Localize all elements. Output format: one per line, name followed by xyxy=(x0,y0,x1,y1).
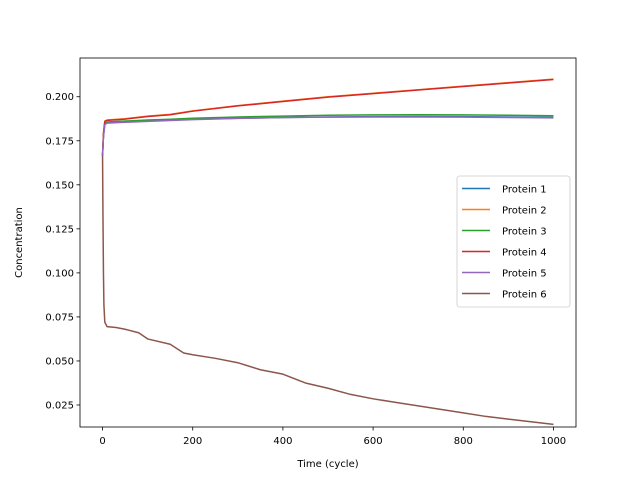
y-tick-label: 0.075 xyxy=(45,312,74,323)
series-lines xyxy=(101,78,554,426)
legend-label: Protein 3 xyxy=(502,227,547,238)
y-tick-label: 0.150 xyxy=(45,180,74,191)
x-axis-ticks: 0 200 400 600 800 1000 xyxy=(99,427,566,447)
x-axis-label: Time (cycle) xyxy=(296,459,358,470)
series-line-protein-5 xyxy=(101,116,554,156)
plot-frame xyxy=(79,57,577,428)
series-line-protein-6 xyxy=(101,155,554,426)
legend-label: Protein 5 xyxy=(502,269,547,280)
x-tick-label: 1000 xyxy=(541,436,566,447)
legend-box xyxy=(456,175,571,308)
series-line-protein-3 xyxy=(101,113,554,156)
x-tick-label: 800 xyxy=(454,436,473,447)
x-tick-label: 600 xyxy=(364,436,383,447)
x-tick-label: 400 xyxy=(273,436,292,447)
y-tick-label: 0.200 xyxy=(45,92,74,103)
legend-label: Protein 4 xyxy=(502,248,547,259)
x-tick-label: 200 xyxy=(183,436,202,447)
series-line-protein-4 xyxy=(101,78,554,156)
legend: Protein 1 Protein 2 Protein 3 Protein 4 Prot… xyxy=(456,175,571,308)
y-tick-label: 0.125 xyxy=(45,224,74,235)
legend-label: Protein 6 xyxy=(502,290,547,301)
y-tick-label: 0.025 xyxy=(45,400,74,411)
y-tick-label: 0.050 xyxy=(45,356,74,367)
legend-label: Protein 1 xyxy=(502,185,547,196)
y-axis-ticks: 0.025 0.050 0.075 0.100 0.125 0.150 0.175 0.200 xyxy=(45,92,80,411)
legend-label: Protein 2 xyxy=(502,206,547,217)
x-tick-label: 0 xyxy=(99,436,105,447)
y-tick-label: 0.175 xyxy=(45,136,74,147)
y-axis-label: Concentration xyxy=(14,207,25,278)
y-tick-label: 0.100 xyxy=(45,268,74,279)
